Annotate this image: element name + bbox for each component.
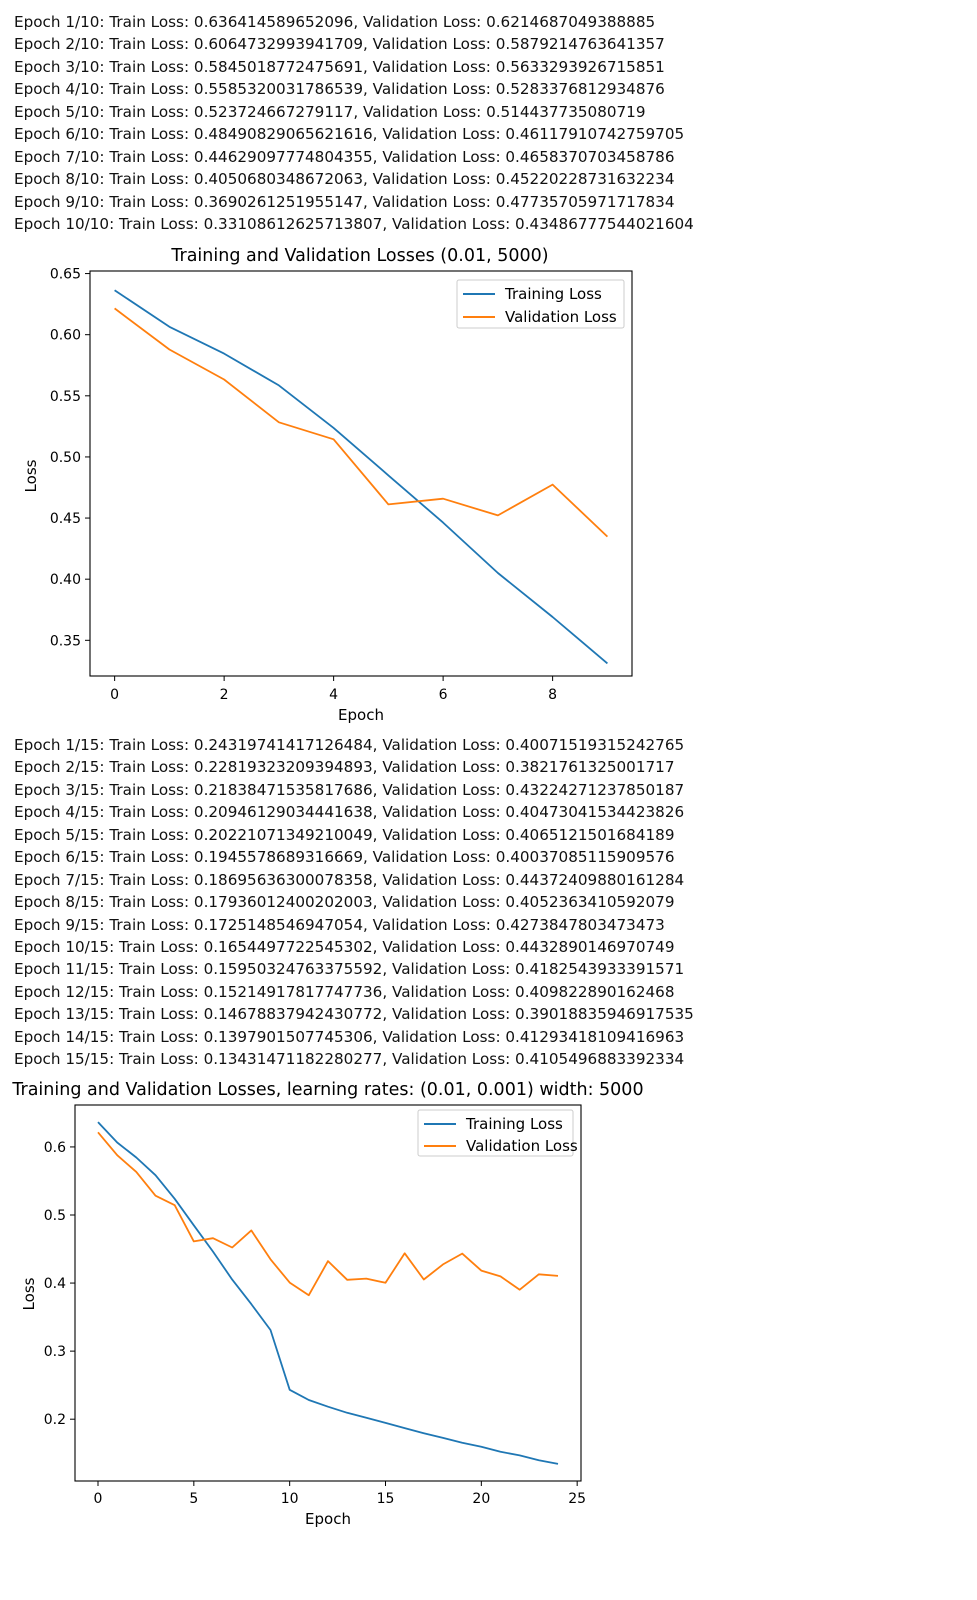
legend-label: Training Loss	[465, 1115, 563, 1133]
log-line: Epoch 3/15: Train Loss: 0.21838471535817…	[14, 780, 685, 799]
y-tick-label: 0.5	[44, 1208, 66, 1224]
y-tick-label: 0.3	[44, 1344, 66, 1360]
legend-box	[456, 279, 625, 329]
series-line-training	[97, 1121, 559, 1465]
log-line: Epoch 12/15: Train Loss: 0.1521491781774…	[14, 982, 675, 1001]
y-axis-label: Loss	[20, 1277, 38, 1310]
y-tick-label: 0.2	[44, 1412, 66, 1428]
y-tick-label: 0.50	[50, 450, 81, 466]
log-line: Epoch 9/10: Train Loss: 0.36902612519551…	[14, 192, 675, 211]
log-line: Epoch 10/15: Train Loss: 0.1654497722545…	[14, 937, 675, 956]
legend-box	[417, 1109, 574, 1157]
legend-label: Training Loss	[504, 285, 602, 303]
log-line: Epoch 13/15: Train Loss: 0.1467883794243…	[14, 1005, 694, 1024]
training-log-2: Epoch 1/15: Train Loss: 0.24319741417126…	[14, 734, 694, 1071]
log-line: Epoch 1/15: Train Loss: 0.24319741417126…	[14, 736, 685, 754]
log-line: Epoch 4/10: Train Loss: 0.55853200317865…	[14, 80, 665, 99]
x-tick-label: 6	[439, 687, 448, 703]
log-line: Epoch 8/15: Train Loss: 0.17936012400202…	[14, 893, 675, 912]
x-tick-label: 25	[568, 1491, 586, 1507]
log-line: Epoch 2/10: Train Loss: 0.60647329939417…	[14, 35, 665, 54]
x-tick-label: 20	[472, 1491, 490, 1507]
loss-chart-2: Training and Validation Losses, learning…	[11, 1080, 643, 1528]
x-tick-label: 8	[548, 687, 557, 703]
y-tick-label: 0.6	[44, 1140, 66, 1156]
x-axis-label: Epoch	[338, 706, 384, 724]
log-line: Epoch 15/15: Train Loss: 0.1343147118228…	[14, 1050, 685, 1069]
loss-chart-1: Training and Validation Losses (0.01, 50…	[22, 246, 633, 724]
y-tick-label: 0.4	[44, 1276, 66, 1292]
y-tick-label: 0.45	[50, 511, 81, 527]
training-log-1: Epoch 1/10: Train Loss: 0.63641458965209…	[14, 11, 694, 235]
x-tick-label: 10	[281, 1491, 299, 1507]
log-line: Epoch 7/10: Train Loss: 0.44629097774804…	[14, 147, 675, 166]
log-line: Epoch 1/10: Train Loss: 0.63641458965209…	[14, 13, 656, 31]
log-line: Epoch 6/15: Train Loss: 0.19455786893166…	[14, 848, 675, 867]
log-line: Epoch 5/10: Train Loss: 0.52372466727911…	[14, 102, 646, 121]
log-line: Epoch 10/10: Train Loss: 0.3310861262571…	[14, 214, 694, 233]
log-line: Epoch 7/15: Train Loss: 0.18695636300078…	[14, 870, 685, 889]
log-line: Epoch 11/15: Train Loss: 0.1595032476337…	[14, 960, 685, 979]
log-line: Epoch 4/15: Train Loss: 0.20946129034441…	[14, 803, 685, 822]
legend-label: Validation Loss	[466, 1137, 578, 1155]
chart-title: Training and Validation Losses (0.01, 50…	[170, 246, 548, 266]
series-line-validation	[97, 1131, 559, 1297]
series-line-validation	[114, 307, 609, 538]
x-tick-label: 0	[94, 1491, 103, 1507]
x-tick-label: 4	[329, 687, 338, 703]
plot-frame	[74, 1104, 582, 1482]
legend: Training Loss Validation Loss	[417, 1109, 578, 1157]
x-tick-label: 15	[377, 1491, 395, 1507]
y-tick-label: 0.65	[50, 267, 81, 283]
log-line: Epoch 9/15: Train Loss: 0.17251485469470…	[14, 915, 665, 934]
log-line: Epoch 2/15: Train Loss: 0.22819323209394…	[14, 758, 675, 777]
y-tick-label: 0.55	[50, 389, 81, 405]
log-line: Epoch 5/15: Train Loss: 0.20221071349210…	[14, 825, 675, 844]
x-tick-label: 2	[220, 687, 229, 703]
series-line-training	[114, 289, 608, 665]
y-tick-label: 0.60	[50, 328, 81, 344]
legend: Training Loss Validation Loss	[456, 279, 625, 329]
log-line: Epoch 6/10: Train Loss: 0.48490829065621…	[14, 125, 685, 144]
legend-label: Validation Loss	[505, 308, 617, 326]
x-tick-label: 5	[189, 1491, 198, 1507]
log-line: Epoch 14/15: Train Loss: 0.1397901507745…	[14, 1027, 685, 1046]
x-axis-label: Epoch	[305, 1510, 351, 1528]
chart-title: Training and Validation Losses, learning…	[11, 1080, 643, 1100]
y-tick-label: 0.40	[50, 572, 81, 588]
log-line: Epoch 3/10: Train Loss: 0.58450187724756…	[14, 57, 665, 76]
x-tick-label: 0	[110, 687, 119, 703]
log-line: Epoch 8/10: Train Loss: 0.40506803486720…	[14, 170, 675, 189]
y-axis-label: Loss	[22, 459, 40, 492]
y-tick-label: 0.35	[50, 633, 81, 649]
plot-frame	[89, 270, 633, 677]
